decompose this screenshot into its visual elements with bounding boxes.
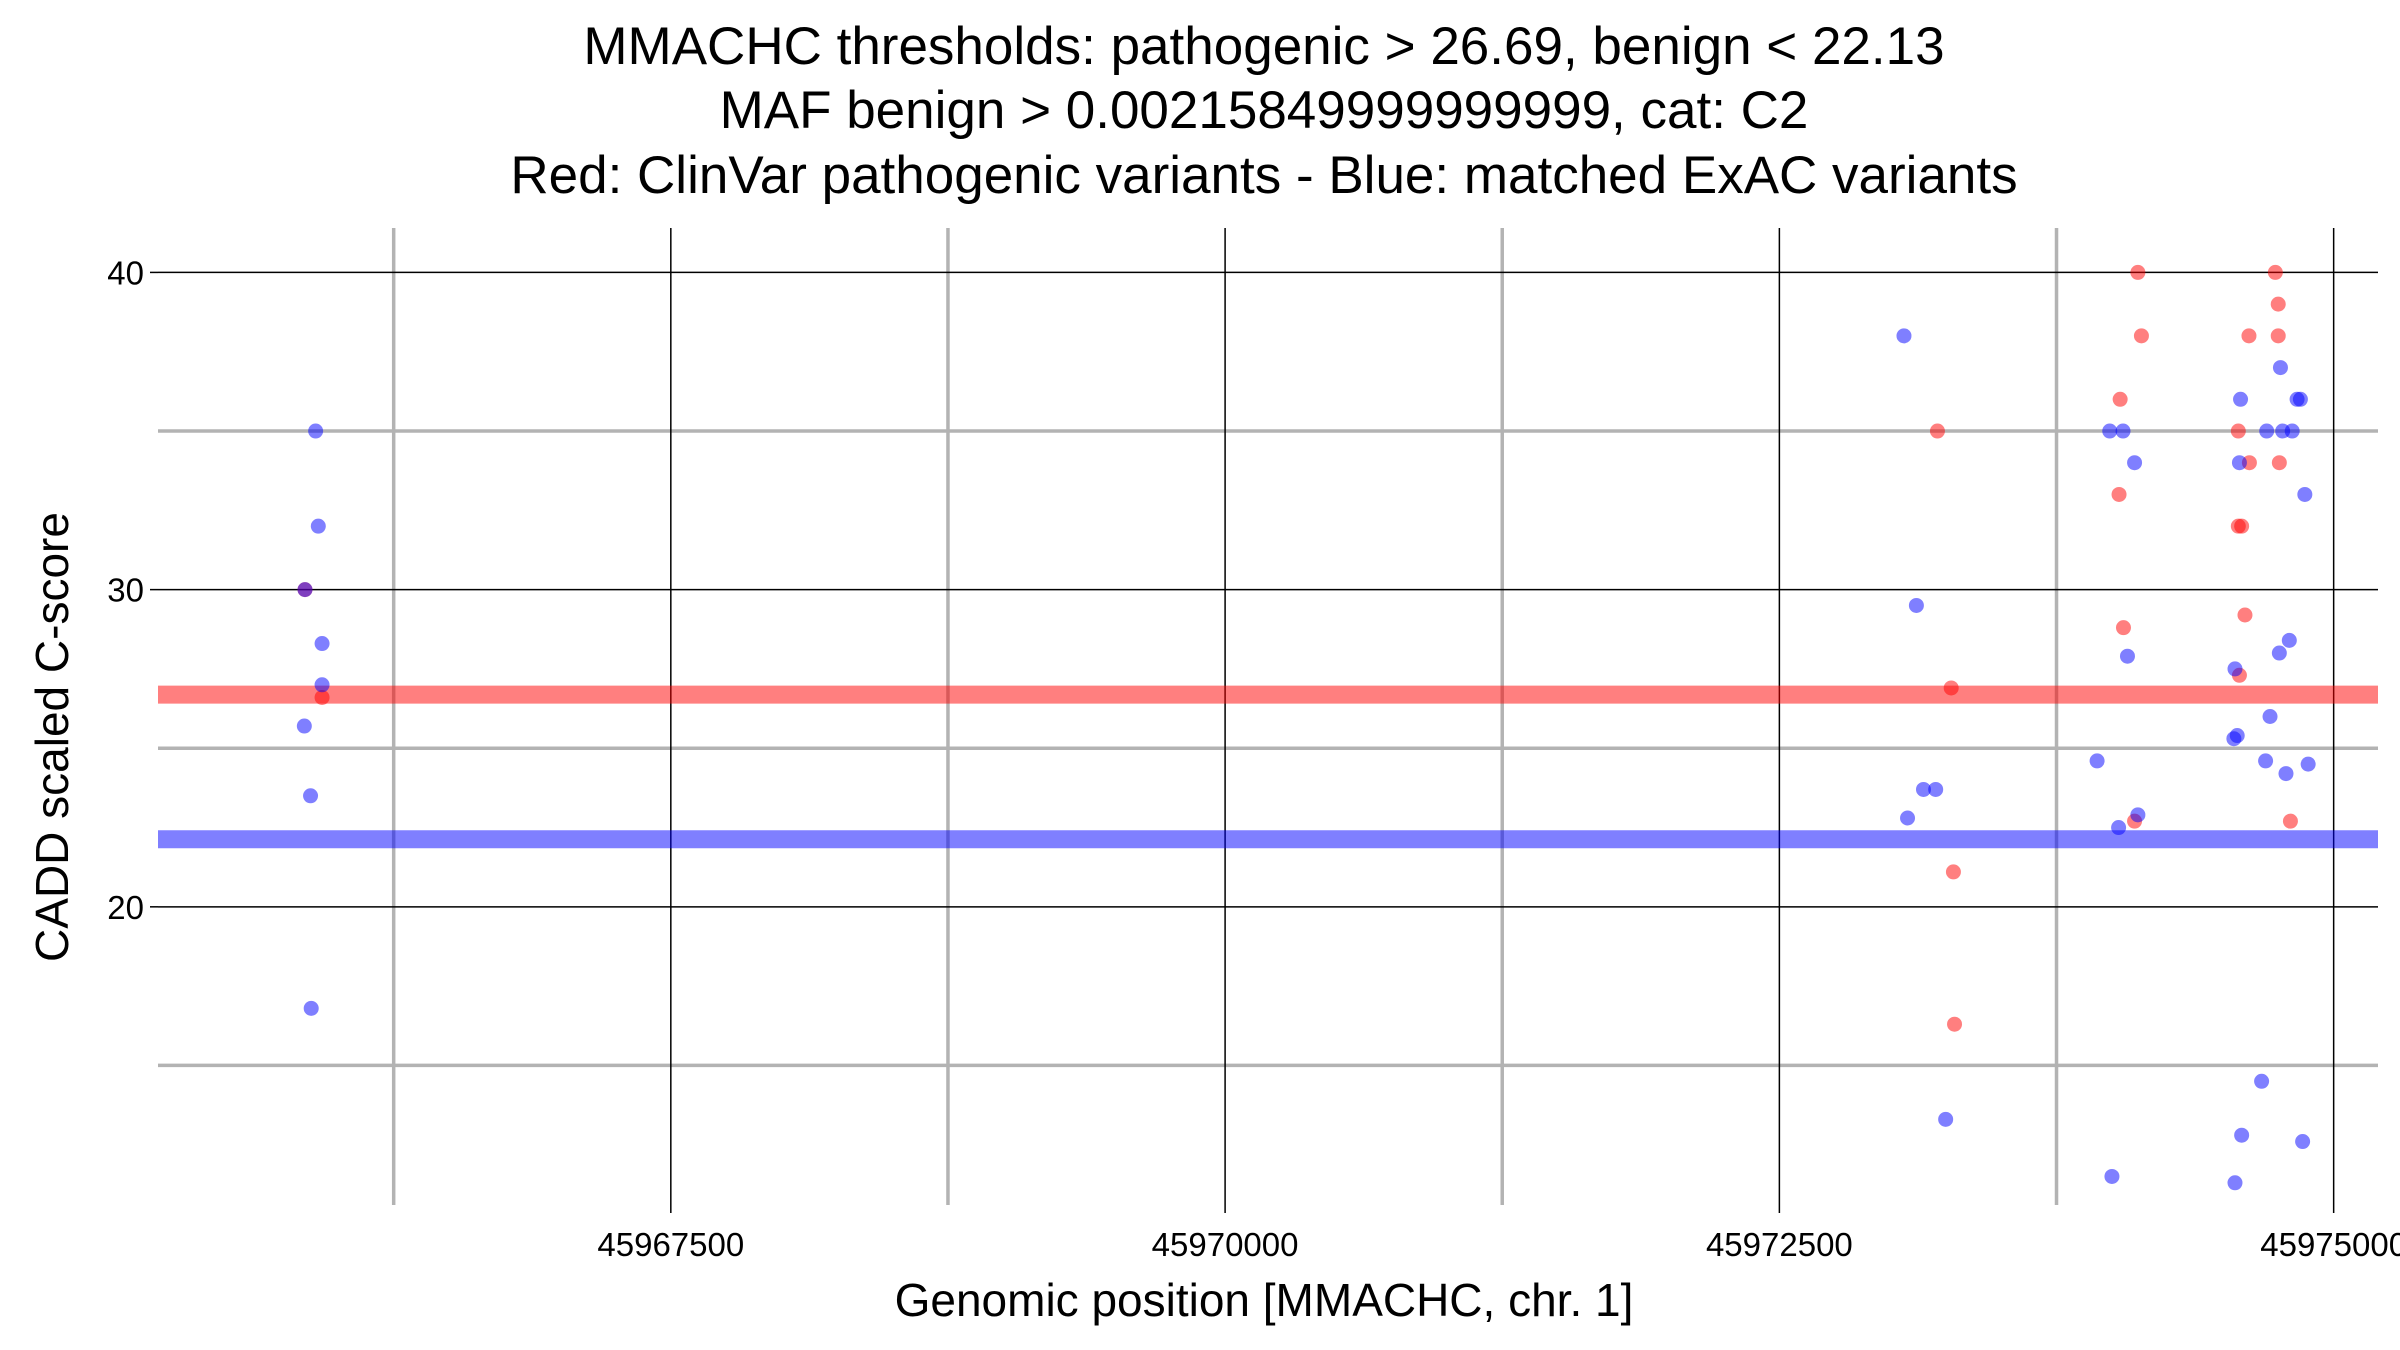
exac-variant-point (314, 677, 330, 693)
exac-variant-point (303, 1000, 319, 1016)
exac-variant-point (2127, 455, 2143, 471)
exac-variant-point (2271, 645, 2287, 661)
y-axis-label: CADD scaled C-score (26, 512, 78, 962)
exac-variant-point (1938, 1111, 1954, 1127)
threshold-lines (158, 685, 2378, 849)
chart-title-line-3: Red: ClinVar pathogenic variants - Blue:… (510, 146, 2017, 205)
clinvar-pathogenic-point (2115, 620, 2131, 636)
exac-variant-point (2259, 423, 2275, 439)
chart-title-line-1: MMACHC thresholds: pathogenic > 26.69, b… (583, 17, 1944, 76)
exac-variant-point (2130, 807, 2146, 823)
x-tick-label: 45975000 (2260, 1226, 2400, 1263)
exac-variant-point (314, 636, 330, 652)
exac-variant-point (2295, 1134, 2311, 1150)
exac-variant-point (1928, 781, 1944, 797)
x-tick-label: 45970000 (1152, 1226, 1299, 1263)
exac-variant-point (2258, 753, 2274, 769)
clinvar-pathogenic-point (2112, 391, 2128, 407)
clinvar-pathogenic-point (2267, 264, 2283, 280)
clinvar-pathogenic-point (2271, 455, 2287, 471)
exac-variant-point (2234, 1127, 2250, 1143)
clinvar-pathogenic-point (2234, 518, 2250, 534)
clinvar-pathogenic-point (2270, 296, 2286, 312)
exac-variant-point (2111, 820, 2127, 836)
exac-variant-point (310, 518, 326, 534)
exac-variant-point (308, 423, 324, 439)
exac-variant-point (2262, 709, 2278, 724)
exac-variant-point (2089, 753, 2105, 769)
exac-variant-point (2227, 1175, 2243, 1191)
clinvar-pathogenic-point (2230, 423, 2246, 439)
exac-variant-point (2233, 391, 2249, 407)
exac-variant-point (296, 718, 312, 734)
clinvar-pathogenic-point (2130, 264, 2146, 280)
exac-variant-point (1915, 781, 1931, 797)
exac-variant-point (2272, 360, 2288, 376)
y-tick-label: 20 (107, 889, 144, 926)
exac-variant-point (2104, 1168, 2120, 1184)
chart-title-line-2: MAF benign > 0.00215849999999999, cat: C… (720, 81, 1809, 140)
exac-variant-point (2292, 391, 2308, 407)
x-tick-label: 45967500 (597, 1226, 744, 1263)
clinvar-pathogenic-point (2133, 328, 2149, 344)
clinvar-pathogenic-point (314, 689, 330, 705)
exac-variant-point (303, 788, 319, 804)
exac-variant-point (2254, 1073, 2270, 1089)
clinvar-pathogenic-point (2270, 328, 2286, 344)
exac-variant-point (1908, 597, 1924, 613)
axis-ticks: 45967500 45970000 45972500 45975000 20 30 40 (107, 254, 2400, 1263)
data-points (296, 264, 2316, 1191)
clinvar-pathogenic-point (2237, 607, 2253, 623)
exac-variant-point (1900, 810, 1916, 826)
clinvar-pathogenic-point (2111, 486, 2127, 502)
exac-variant-point (2300, 756, 2316, 772)
exac-variant-point (2119, 648, 2135, 664)
exac-variant-point (2102, 423, 2118, 439)
clinvar-pathogenic-point (1947, 1016, 1963, 1032)
exac-variant-point (2297, 486, 2313, 502)
y-tick-label: 30 (107, 572, 144, 609)
exac-variant-point (297, 582, 313, 598)
x-tick-label: 45972500 (1706, 1226, 1853, 1263)
exac-variant-point (2231, 455, 2247, 471)
exac-variant-point (2227, 661, 2243, 677)
clinvar-pathogenic-point (2282, 813, 2298, 829)
clinvar-pathogenic-point (1929, 423, 1945, 439)
exac-variant-point (1896, 328, 1912, 344)
exac-variant-point (2115, 423, 2131, 439)
clinvar-pathogenic-point (2241, 328, 2257, 344)
clinvar-pathogenic-point (1945, 864, 1961, 880)
clinvar-pathogenic-point (1943, 680, 1959, 696)
exac-variant-point (2229, 728, 2245, 744)
grid (158, 228, 2378, 1205)
exac-variant-point (2281, 632, 2297, 648)
exac-variant-point (2284, 423, 2300, 439)
y-tick-label: 40 (107, 254, 144, 291)
x-axis-label: Genomic position [MMACHC, chr. 1] (895, 1274, 1634, 1326)
exac-variant-point (2278, 766, 2294, 782)
